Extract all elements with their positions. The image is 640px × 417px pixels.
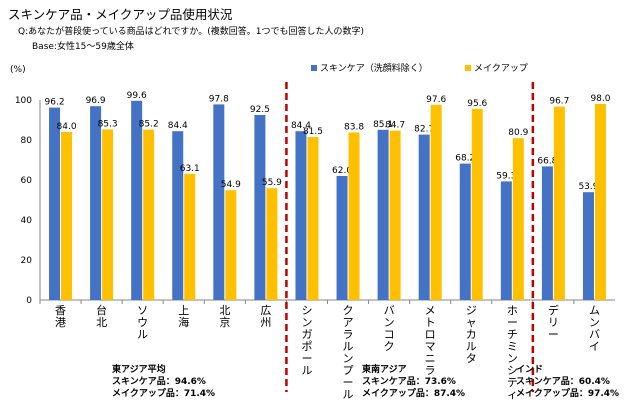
bar [471, 108, 483, 300]
data-label: 68.2 [455, 154, 475, 164]
y-tick-label: 80 [21, 136, 33, 146]
bar [131, 100, 143, 300]
x-tick-label: デリー [548, 303, 559, 341]
region-summary-skincare: スキンケア品：73.6% [362, 377, 456, 387]
bar [512, 138, 524, 300]
x-tick-label: バンコク [384, 304, 395, 353]
y-tick-label: 60 [21, 176, 33, 186]
data-label: 84.4 [168, 121, 188, 131]
bar [295, 131, 307, 300]
survey-base: Base:女性15～59歳全体 [32, 42, 134, 52]
data-label: 59.3 [496, 171, 516, 181]
data-label: 99.6 [127, 91, 147, 101]
data-label: 95.6 [467, 99, 487, 109]
y-tick-label: 0 [26, 296, 32, 306]
bar [49, 107, 61, 300]
region-summary-title: 東南アジア [362, 365, 407, 375]
x-tick-label: クアラルンプール [343, 304, 354, 401]
x-tick-label: シンガポール [301, 304, 312, 377]
survey-question: Q:あなたが普段使っている商品はどれですか。(複数回答。1つでも回答した人の数字… [18, 27, 364, 37]
data-label: 82.7 [414, 125, 434, 135]
region-summary-makeup: メイクアップ品：97.4% [516, 389, 620, 399]
region-summary-skincare: スキンケア品：60.4% [516, 377, 610, 387]
region-summary-east-asia: 東アジア平均 スキンケア品：94.6% メイクアップ品：71.4% [112, 364, 215, 400]
bar [389, 130, 401, 300]
y-tick-label: 20 [21, 256, 33, 266]
bar [553, 106, 565, 300]
bar [172, 131, 184, 300]
bar [266, 188, 278, 300]
data-label: 66.8 [537, 156, 557, 166]
x-tick-label: 台北 [96, 303, 107, 329]
bar [377, 129, 389, 300]
bar [594, 104, 606, 300]
x-tick-label: メトロマニラ [425, 304, 436, 377]
x-tick-label: 上海 [178, 304, 189, 329]
bar [348, 132, 360, 300]
data-label: 84.0 [57, 122, 77, 132]
bar [213, 104, 225, 301]
x-tick-label: ソウル [137, 304, 148, 341]
region-summary-title: 東アジア平均 [112, 365, 166, 375]
bar [90, 106, 102, 300]
data-label: 63.1 [180, 164, 200, 174]
region-summary-southeast-asia: 東南アジア スキンケア品：73.6% メイクアップ品：87.4% [362, 364, 465, 400]
legend-swatch [465, 65, 471, 71]
region-summary-title: インド [516, 365, 544, 375]
data-label: 84.7 [385, 121, 405, 131]
x-tick-label: ムンバイ [589, 304, 600, 353]
x-tick-label: 北京 [219, 304, 230, 329]
y-tick-label: 100 [15, 96, 32, 106]
bar [418, 134, 430, 300]
x-tick-label: 広州 [260, 304, 271, 329]
bar [102, 129, 114, 300]
legend-label: メイクアップ [474, 63, 528, 74]
x-tick-label: 香港 [55, 304, 66, 329]
bar [225, 190, 237, 300]
bar [61, 132, 73, 300]
y-tick-label: 40 [21, 216, 33, 226]
data-label: 92.5 [250, 105, 270, 115]
data-label: 84.4 [291, 121, 311, 131]
bar [254, 115, 266, 300]
data-label: 97.6 [426, 95, 446, 105]
data-label: 83.8 [344, 122, 364, 132]
data-label: 96.9 [86, 96, 106, 106]
region-summary-makeup: メイクアップ品：71.4% [112, 389, 216, 399]
data-label: 85.3 [98, 119, 118, 129]
data-label: 85.2 [139, 120, 159, 130]
bar [541, 166, 553, 300]
bar [307, 137, 319, 300]
data-label: 54.9 [221, 180, 241, 190]
data-label: 96.7 [549, 97, 569, 107]
region-summary-makeup: メイクアップ品：87.4% [362, 389, 466, 399]
data-label: 80.9 [508, 128, 528, 138]
region-summary-india: インド スキンケア品：60.4% メイクアップ品：97.4% [516, 364, 619, 400]
bar [143, 129, 155, 300]
y-axis-unit: (%) [10, 65, 26, 75]
bar [336, 176, 348, 300]
data-label: 96.2 [45, 98, 65, 108]
legend-label: スキンケア（洗顔料除く） [320, 62, 428, 74]
chart-title: スキンケア品・メイクアップ品使用状況 [8, 7, 233, 22]
data-label: 62.0 [332, 166, 352, 176]
data-label: 98.0 [590, 94, 610, 104]
bar [582, 192, 594, 300]
data-label: 97.8 [209, 94, 229, 104]
data-label: 85.1 [373, 120, 393, 130]
region-summary-skincare: スキンケア品：94.6% [112, 377, 206, 387]
data-label: 81.5 [303, 127, 323, 137]
bar [459, 163, 471, 300]
bar [184, 173, 196, 300]
bar [500, 181, 512, 300]
x-tick-label: ジャカルタ [466, 304, 477, 365]
bar [430, 104, 442, 300]
x-tick-label: ホーチミンシティ [507, 304, 518, 401]
data-label: 55.9 [262, 178, 282, 188]
legend-swatch [311, 65, 317, 71]
data-label: 53.9 [578, 182, 598, 192]
